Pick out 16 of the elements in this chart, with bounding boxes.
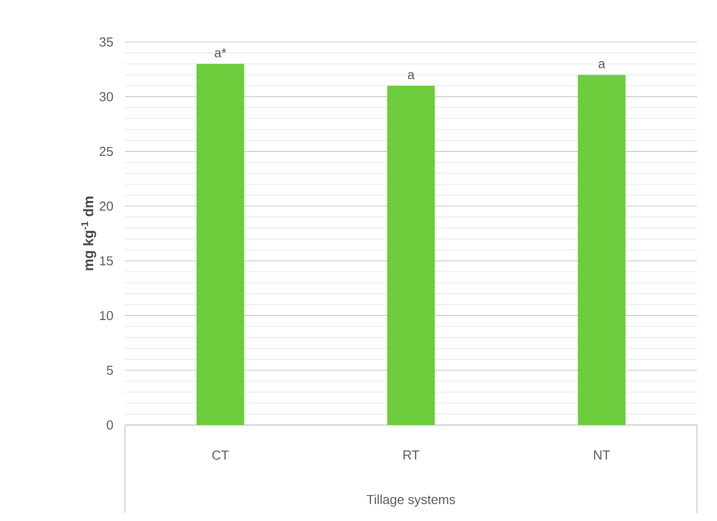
y-tick-label: 10 [100,310,113,320]
y-tick-label: 20 [100,202,113,211]
y-tick-label: 0 [106,420,113,430]
y-tick-label: 15 [100,256,113,266]
x-tick-label: NT [594,450,610,460]
y-tick-label: 25 [100,146,113,156]
annotation: a [408,72,415,80]
annotation: a [598,61,606,68]
x-axis-title: Tillage systems [366,494,456,507]
y-axis-title: mg kg$^{-1}$ dm [81,196,96,270]
y-tick-label: 30 [100,92,113,102]
x-tick-label: CT [212,450,229,460]
y-tick-label: 5 [106,366,113,375]
x-tick-label: RT [404,450,420,460]
annotation: a* [214,48,226,58]
y-tick-label: 35 [100,37,113,47]
